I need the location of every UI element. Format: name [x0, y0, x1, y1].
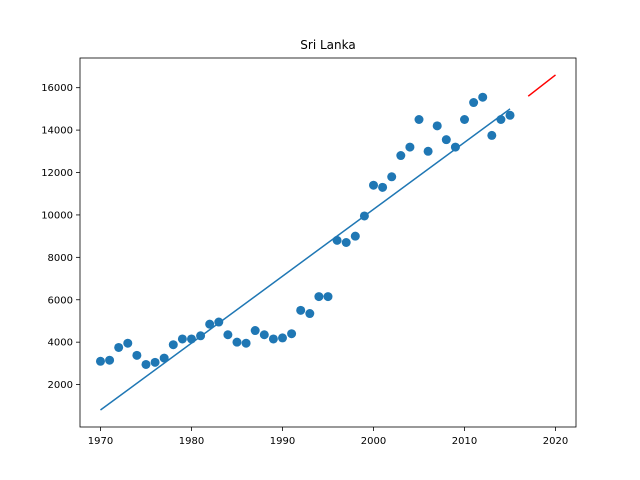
data-point [168, 340, 178, 350]
data-point [469, 98, 479, 108]
x-tick-label: 1990 [270, 436, 295, 447]
data-point [341, 238, 351, 247]
data-point [460, 115, 470, 124]
data-point [387, 172, 397, 182]
x-tick-label: 2020 [543, 436, 568, 447]
data-point [123, 338, 133, 348]
data-point [441, 135, 451, 145]
data-point [105, 355, 115, 365]
x-tick-label: 1970 [88, 436, 113, 447]
data-point [186, 334, 196, 344]
trend-line [100, 108, 511, 411]
data-point [350, 231, 360, 241]
data-point [450, 142, 460, 152]
x-tick-label: 2000 [361, 436, 386, 447]
data-point [314, 292, 324, 302]
data-point [223, 330, 233, 340]
y-tick-label: 16000 [41, 83, 73, 94]
data-point [432, 121, 442, 131]
data-point [369, 180, 379, 190]
y-tick-label: 12000 [41, 168, 73, 179]
data-point [196, 331, 206, 341]
x-tick-label: 1980 [179, 436, 204, 447]
data-point [323, 292, 333, 302]
data-point [487, 130, 497, 140]
data-point [505, 110, 515, 120]
data-point [250, 326, 260, 336]
x-axis: 1970 1980 1990 2000 2010 2020 [88, 427, 568, 447]
data-point [205, 319, 215, 329]
data-point [296, 305, 306, 315]
data-point [287, 329, 297, 339]
y-tick-label: 8000 [48, 253, 73, 264]
data-point [378, 182, 388, 192]
data-point [359, 211, 369, 221]
data-point [141, 359, 151, 369]
chart-title: Sri Lanka [300, 38, 355, 52]
data-point [268, 334, 278, 344]
data-point [214, 317, 224, 327]
data-point [332, 235, 342, 245]
y-tick-label: 2000 [48, 380, 73, 391]
y-tick-label: 4000 [48, 338, 73, 349]
forecast-line [527, 74, 556, 97]
data-point [114, 342, 124, 352]
data-point [177, 334, 187, 344]
data-point [414, 115, 424, 124]
data-point [259, 330, 269, 340]
data-point [396, 151, 406, 161]
data-point [496, 115, 506, 124]
y-axis: 2000 4000 6000 8000 10000 12000 14000 16000 [41, 83, 80, 391]
axes-frame [79, 57, 577, 428]
data-point [423, 146, 433, 156]
data-point [277, 333, 287, 343]
y-tick-label: 10000 [41, 210, 73, 221]
data-point [150, 357, 160, 367]
data-point [405, 142, 415, 152]
y-tick-label: 14000 [41, 126, 73, 137]
data-point [305, 309, 315, 319]
data-point [159, 353, 169, 363]
data-point [232, 337, 242, 347]
data-point [95, 356, 105, 366]
data-point [478, 92, 488, 102]
data-point [241, 338, 251, 348]
x-tick-label: 2010 [452, 436, 477, 447]
y-tick-label: 6000 [48, 295, 73, 306]
plot-area [95, 74, 556, 411]
data-point [132, 350, 142, 360]
